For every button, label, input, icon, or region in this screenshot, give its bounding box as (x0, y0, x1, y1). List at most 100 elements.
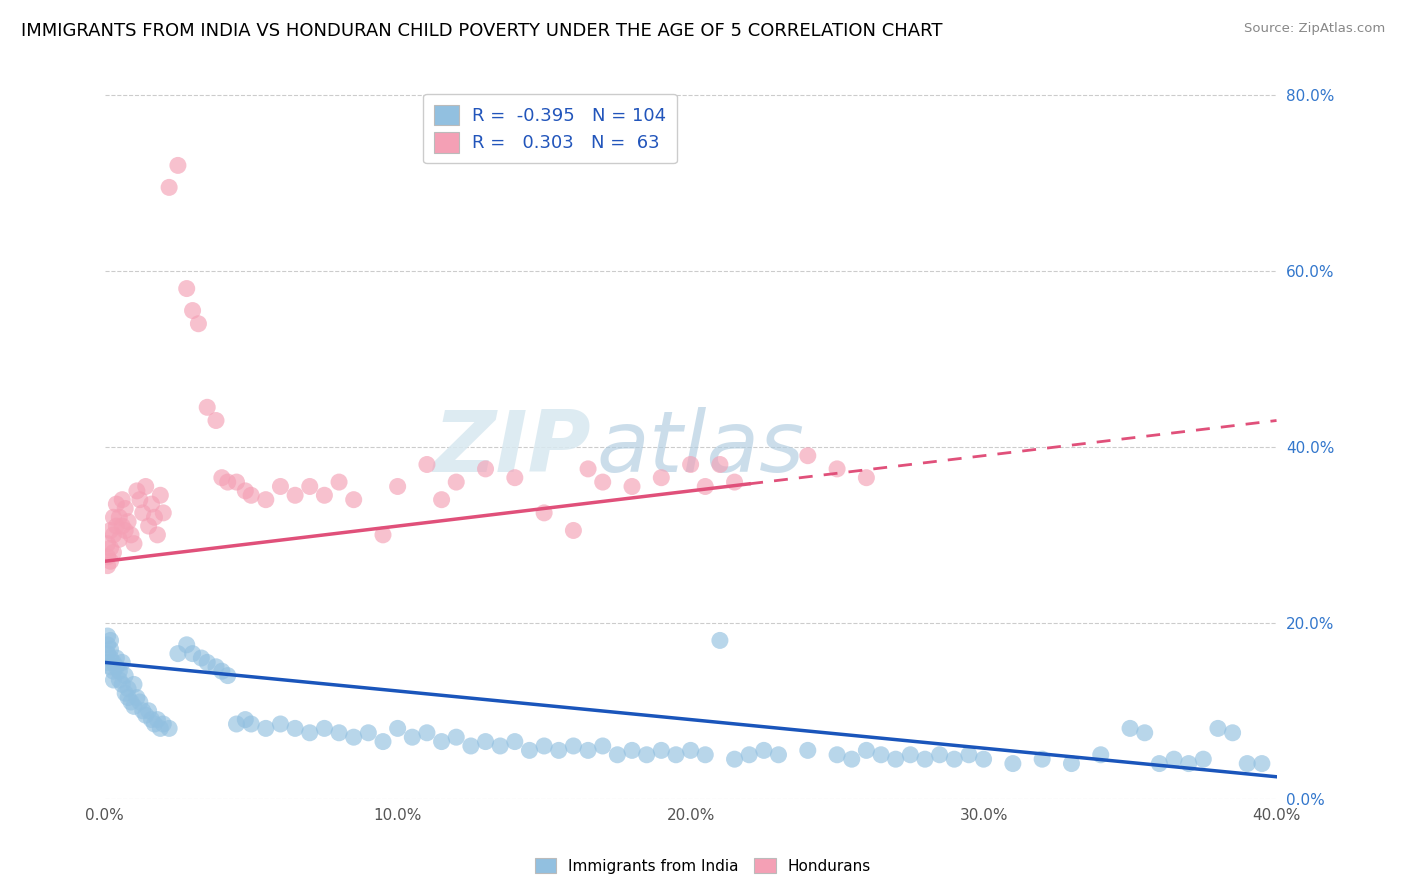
Point (1177, 756, 1199, 771)
Point (225, 475, 247, 489)
Legend: R =  -0.395   N = 104, R =   0.303   N =  63: R = -0.395 N = 104, R = 0.303 N = 63 (423, 94, 676, 163)
Point (1149, 756, 1171, 771)
Point (105, 660, 128, 674)
Point (328, 726, 350, 740)
Point (1192, 752, 1215, 766)
Point (841, 752, 863, 766)
Point (138, 519, 160, 533)
Point (97, 638, 120, 652)
Point (1031, 752, 1053, 766)
Point (103, 673, 125, 687)
Point (187, 317, 209, 331)
Point (135, 479, 157, 493)
Point (105, 651, 128, 665)
Point (284, 488, 307, 502)
Point (108, 664, 131, 678)
Point (1222, 726, 1244, 740)
Point (240, 717, 263, 731)
Point (1119, 722, 1142, 736)
Point (679, 458, 702, 472)
Point (167, 647, 190, 661)
Point (117, 515, 139, 529)
Point (157, 722, 180, 736)
Point (314, 488, 336, 502)
Point (371, 734, 394, 748)
Point (679, 743, 702, 757)
Point (797, 743, 820, 757)
Point (1060, 756, 1083, 771)
Point (108, 533, 131, 547)
Point (111, 677, 134, 691)
Point (141, 713, 163, 727)
Point (1163, 752, 1185, 766)
Point (157, 180, 180, 194)
Point (460, 739, 482, 753)
Point (254, 722, 277, 736)
Point (128, 695, 150, 709)
Point (621, 743, 644, 757)
Point (122, 536, 145, 550)
Point (1133, 726, 1156, 740)
Point (387, 722, 409, 736)
Point (100, 660, 122, 674)
Point (233, 483, 256, 498)
Point (100, 541, 122, 555)
Point (592, 739, 614, 753)
Point (195, 401, 218, 415)
Point (149, 488, 172, 502)
Point (125, 483, 148, 498)
Point (97, 656, 120, 670)
Point (181, 303, 204, 318)
Point (1001, 756, 1024, 771)
Point (100, 524, 122, 538)
Point (146, 528, 169, 542)
Point (884, 752, 907, 766)
Point (103, 510, 125, 524)
Point (1206, 722, 1229, 736)
Point (825, 462, 848, 476)
Point (943, 752, 966, 766)
Point (387, 479, 409, 493)
Point (695, 479, 717, 493)
Point (855, 471, 877, 485)
Point (97, 629, 120, 643)
Point (430, 492, 453, 507)
Point (111, 519, 134, 533)
Point (132, 704, 155, 718)
Point (149, 722, 172, 736)
Point (135, 708, 157, 723)
Point (825, 747, 848, 762)
Point (111, 656, 134, 670)
Point (167, 158, 190, 172)
Point (97, 549, 120, 564)
Point (298, 479, 321, 493)
Point (269, 717, 291, 731)
Point (146, 713, 169, 727)
Point (100, 651, 122, 665)
Point (474, 462, 496, 476)
Point (606, 747, 628, 762)
Point (416, 726, 439, 740)
Point (181, 647, 204, 661)
Point (870, 747, 893, 762)
Point (152, 506, 174, 520)
Point (190, 651, 212, 665)
Point (108, 510, 131, 524)
Point (444, 475, 467, 489)
Point (141, 497, 163, 511)
Point (114, 668, 136, 682)
Point (128, 492, 150, 507)
Point (225, 717, 247, 731)
Point (503, 471, 526, 485)
Point (973, 752, 995, 766)
Point (328, 475, 350, 489)
Point (533, 506, 555, 520)
Point (254, 492, 277, 507)
Point (416, 458, 439, 472)
Point (125, 690, 148, 705)
Point (723, 475, 745, 489)
Point (768, 747, 790, 762)
Point (114, 524, 136, 538)
Point (100, 642, 122, 657)
Point (914, 752, 936, 766)
